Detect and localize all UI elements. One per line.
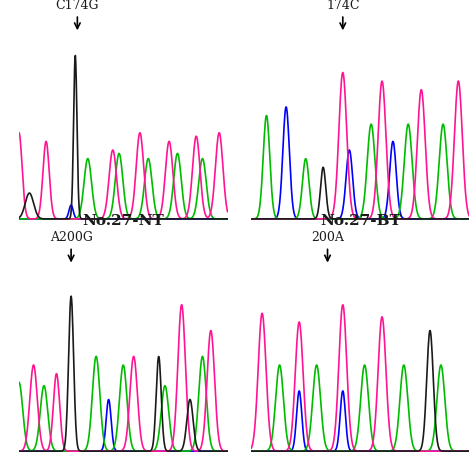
Text: C174G: C174G bbox=[55, 0, 99, 12]
Text: 200A: 200A bbox=[311, 231, 344, 244]
Text: No.27-BT: No.27-BT bbox=[320, 213, 401, 228]
Text: A200G: A200G bbox=[50, 231, 92, 244]
Text: 174C: 174C bbox=[326, 0, 360, 12]
Text: No.27-NT: No.27-NT bbox=[82, 213, 164, 228]
